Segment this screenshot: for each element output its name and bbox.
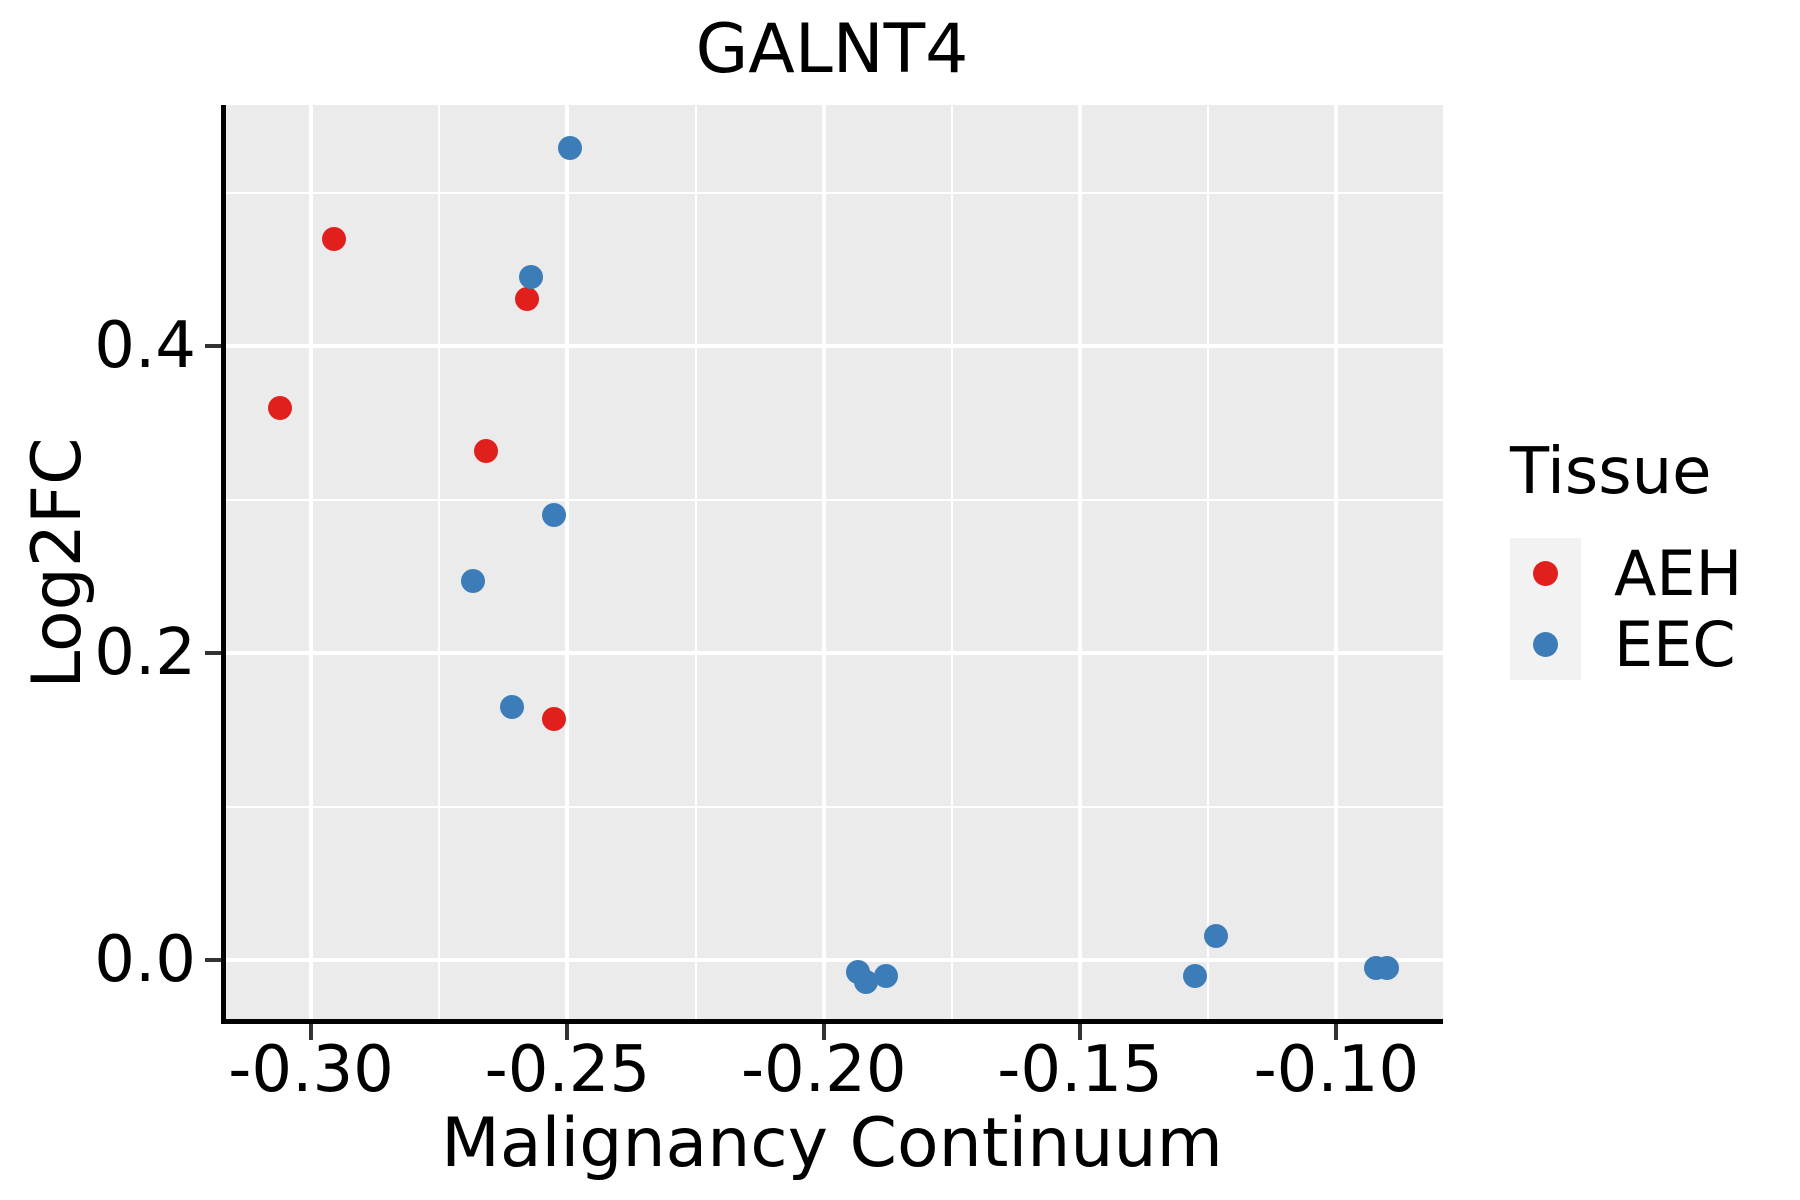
data-point-eec [1375,955,1400,980]
y-minor-gridline [226,191,1443,194]
x-axis-title: Malignancy Continuum [441,1104,1223,1183]
data-point-eec [1203,923,1228,948]
y-major-gridline [226,344,1443,349]
data-point-eec [461,569,486,594]
data-point-aeh [268,395,293,420]
x-tick-label: -0.30 [228,1033,394,1107]
legend-title: Tissue [1510,435,1712,509]
aeh-color-dot-icon [1533,561,1558,586]
x-tick-label: -0.20 [740,1033,907,1107]
data-point-aeh [473,438,498,463]
y-minor-gridline [226,805,1443,808]
x-axis-tick [821,1024,826,1040]
data-point-eec [558,136,583,161]
y-major-gridline [226,958,1443,963]
legend-entry-eec: EEC [1510,609,1742,680]
legend-label-aeh: AEH [1614,537,1743,610]
x-major-gridline [821,105,826,1019]
data-point-eec [500,694,525,719]
x-axis-tick [1334,1024,1339,1040]
x-axis-tick [565,1024,570,1040]
legend-label-eec: EEC [1614,608,1736,681]
eec-color-dot-icon [1533,632,1558,657]
y-axis-tick [205,344,221,349]
y-axis-tick [205,958,221,963]
y-tick-label: 0.2 [94,616,196,691]
y-minor-gridline [226,498,1443,501]
x-major-gridline [309,105,314,1019]
x-minor-gridline [950,105,953,1019]
x-major-gridline [565,105,570,1019]
data-point-eec [518,265,543,290]
x-major-gridline [1078,105,1083,1019]
y-major-gridline [226,651,1443,656]
legend-entry-aeh: AEH [1510,538,1742,609]
data-point-aeh [514,286,539,311]
x-tick-label: -0.10 [1253,1033,1420,1107]
legend: Tissue AEH EEC [1510,436,1742,680]
x-minor-gridline [438,105,441,1019]
x-major-gridline [1334,105,1339,1019]
data-point-eec [541,503,566,528]
y-tick-label: 0.0 [94,923,196,998]
data-point-aeh [322,226,347,251]
y-tick-label: 0.4 [94,309,196,384]
plot-title: GALNT4 [695,10,969,89]
legend-key-box [1510,538,1581,609]
data-point-eec [873,963,898,988]
x-axis-tick [309,1024,314,1040]
x-axis-tick [1078,1024,1083,1040]
data-point-aeh [541,707,566,732]
y-axis-tick [205,651,221,656]
x-minor-gridline [1207,105,1210,1019]
plot-panel [221,105,1443,1024]
x-tick-label: -0.15 [997,1033,1163,1107]
x-tick-label: -0.25 [484,1033,651,1107]
data-point-eec [1182,963,1207,988]
x-minor-gridline [694,105,697,1019]
legend-key-box [1510,609,1581,680]
